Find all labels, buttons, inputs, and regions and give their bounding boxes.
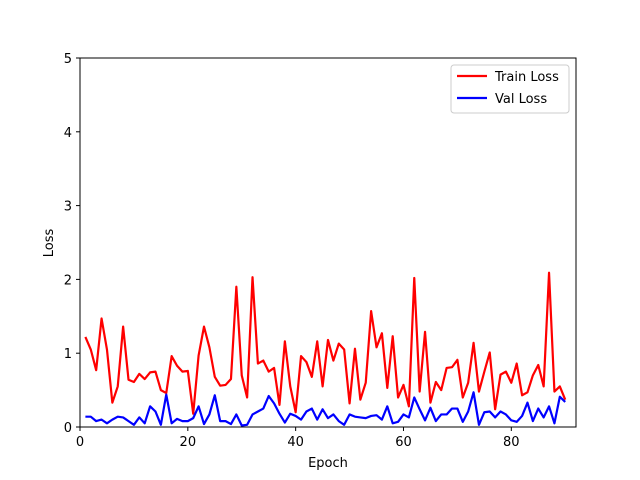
y-tick-label-4: 4 (64, 126, 72, 141)
series-line-1 (85, 391, 566, 427)
legend: Train Loss Val Loss (450, 64, 570, 114)
x-tick-label-0: 0 (76, 435, 84, 450)
series-line-0 (84, 271, 567, 415)
plot-frame (79, 57, 577, 428)
x-tick-label-3: 60 (395, 435, 412, 450)
x-axis: 0 20 40 60 80 (76, 427, 520, 450)
y-tick-label-5: 5 (64, 52, 72, 67)
x-axis-label: Epoch (308, 456, 348, 471)
legend-label-val: Val Loss (495, 92, 547, 107)
x-tick-label-4: 80 (503, 435, 520, 450)
y-tick-label-1: 1 (64, 347, 72, 362)
x-tick-label-1: 20 (180, 435, 197, 450)
legend-label-train: Train Loss (494, 70, 559, 85)
y-tick-label-0: 0 (64, 421, 72, 436)
series-layer (84, 271, 567, 427)
y-tick-label-2: 2 (64, 273, 72, 288)
x-tick-label-2: 40 (287, 435, 304, 450)
y-tick-label-3: 3 (64, 200, 72, 215)
y-axis: 0 1 2 3 4 5 (64, 52, 80, 436)
y-axis-label: Loss (42, 229, 57, 258)
